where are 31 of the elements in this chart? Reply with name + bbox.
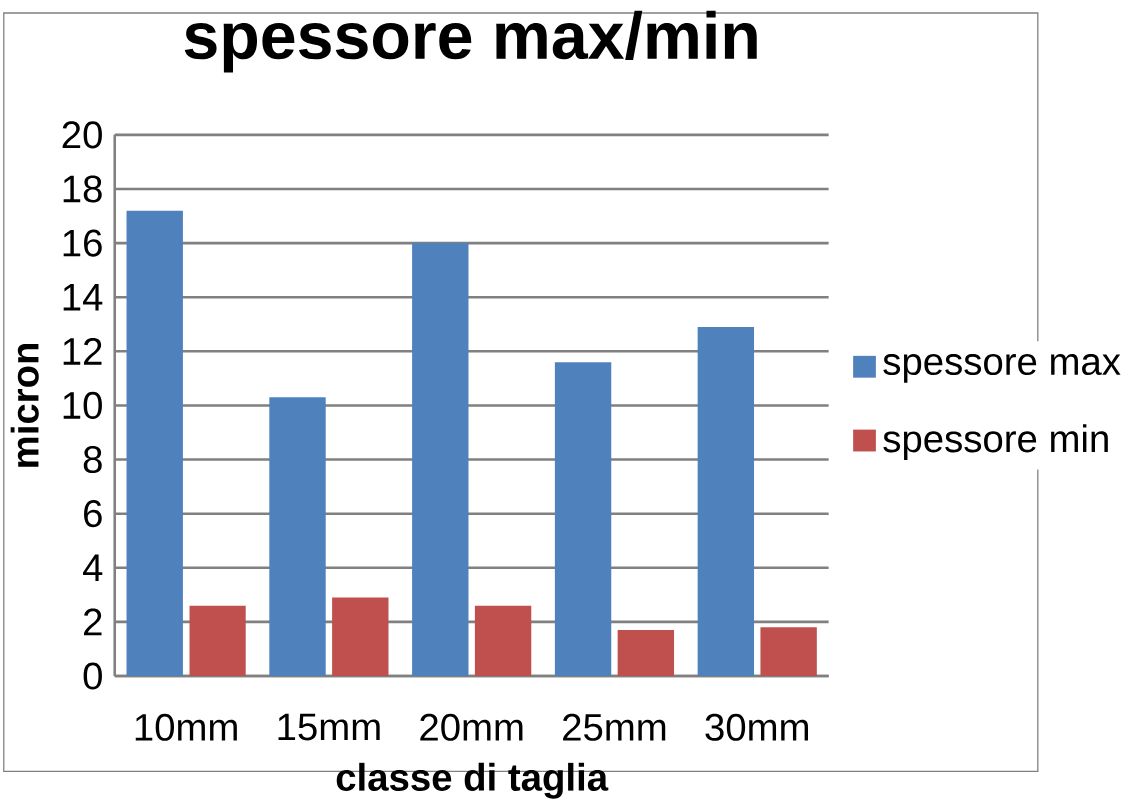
x-tick-label: 20mm — [420, 713, 523, 741]
y-tick-label: 20 — [62, 121, 102, 149]
legend-label: spessore min — [883, 424, 1108, 460]
bar — [189, 605, 246, 676]
y-tick-label: 16 — [63, 229, 102, 257]
y-axis-title: micron — [10, 343, 39, 467]
y-tick-label: 8 — [83, 445, 102, 473]
y-tick-label: 6 — [84, 499, 102, 528]
y-tick-label: 2 — [84, 608, 102, 636]
y-tick-label: 14 — [63, 283, 103, 311]
x-tick-label: 25mm — [563, 713, 666, 741]
x-tick-label: 15mm — [278, 713, 380, 741]
legend-label: spessore max — [883, 353, 1121, 383]
bar — [760, 627, 817, 676]
bar — [412, 242, 469, 676]
bar — [126, 210, 183, 676]
x-tick-label: 30mm — [705, 713, 808, 741]
y-tick-label: 4 — [83, 554, 103, 581]
bar — [332, 597, 389, 676]
bar — [269, 397, 326, 676]
y-tick-label: 12 — [63, 337, 102, 365]
bar — [554, 361, 612, 676]
y-tick-label: 10 — [63, 391, 102, 419]
bar — [617, 629, 675, 676]
bar — [474, 605, 532, 676]
chart-title: spessore max/min — [184, 10, 757, 73]
bar — [697, 326, 755, 676]
y-tick-label: 18 — [63, 175, 102, 203]
x-axis-title: classe di taglia — [336, 762, 609, 799]
y-tick-label: 0 — [83, 662, 102, 690]
x-tick-label: 10mm — [135, 713, 237, 741]
